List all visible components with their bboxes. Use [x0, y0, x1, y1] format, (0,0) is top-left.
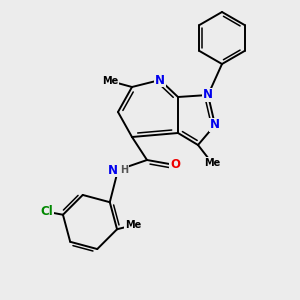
Text: Cl: Cl: [40, 205, 53, 218]
Text: Me: Me: [204, 158, 220, 168]
Text: N: N: [155, 74, 165, 86]
Text: N: N: [210, 118, 220, 131]
Text: N: N: [108, 164, 118, 176]
Text: Me: Me: [102, 76, 118, 86]
Text: H: H: [120, 165, 128, 175]
Text: Me: Me: [125, 220, 141, 230]
Text: N: N: [203, 88, 213, 101]
Text: O: O: [170, 158, 180, 172]
